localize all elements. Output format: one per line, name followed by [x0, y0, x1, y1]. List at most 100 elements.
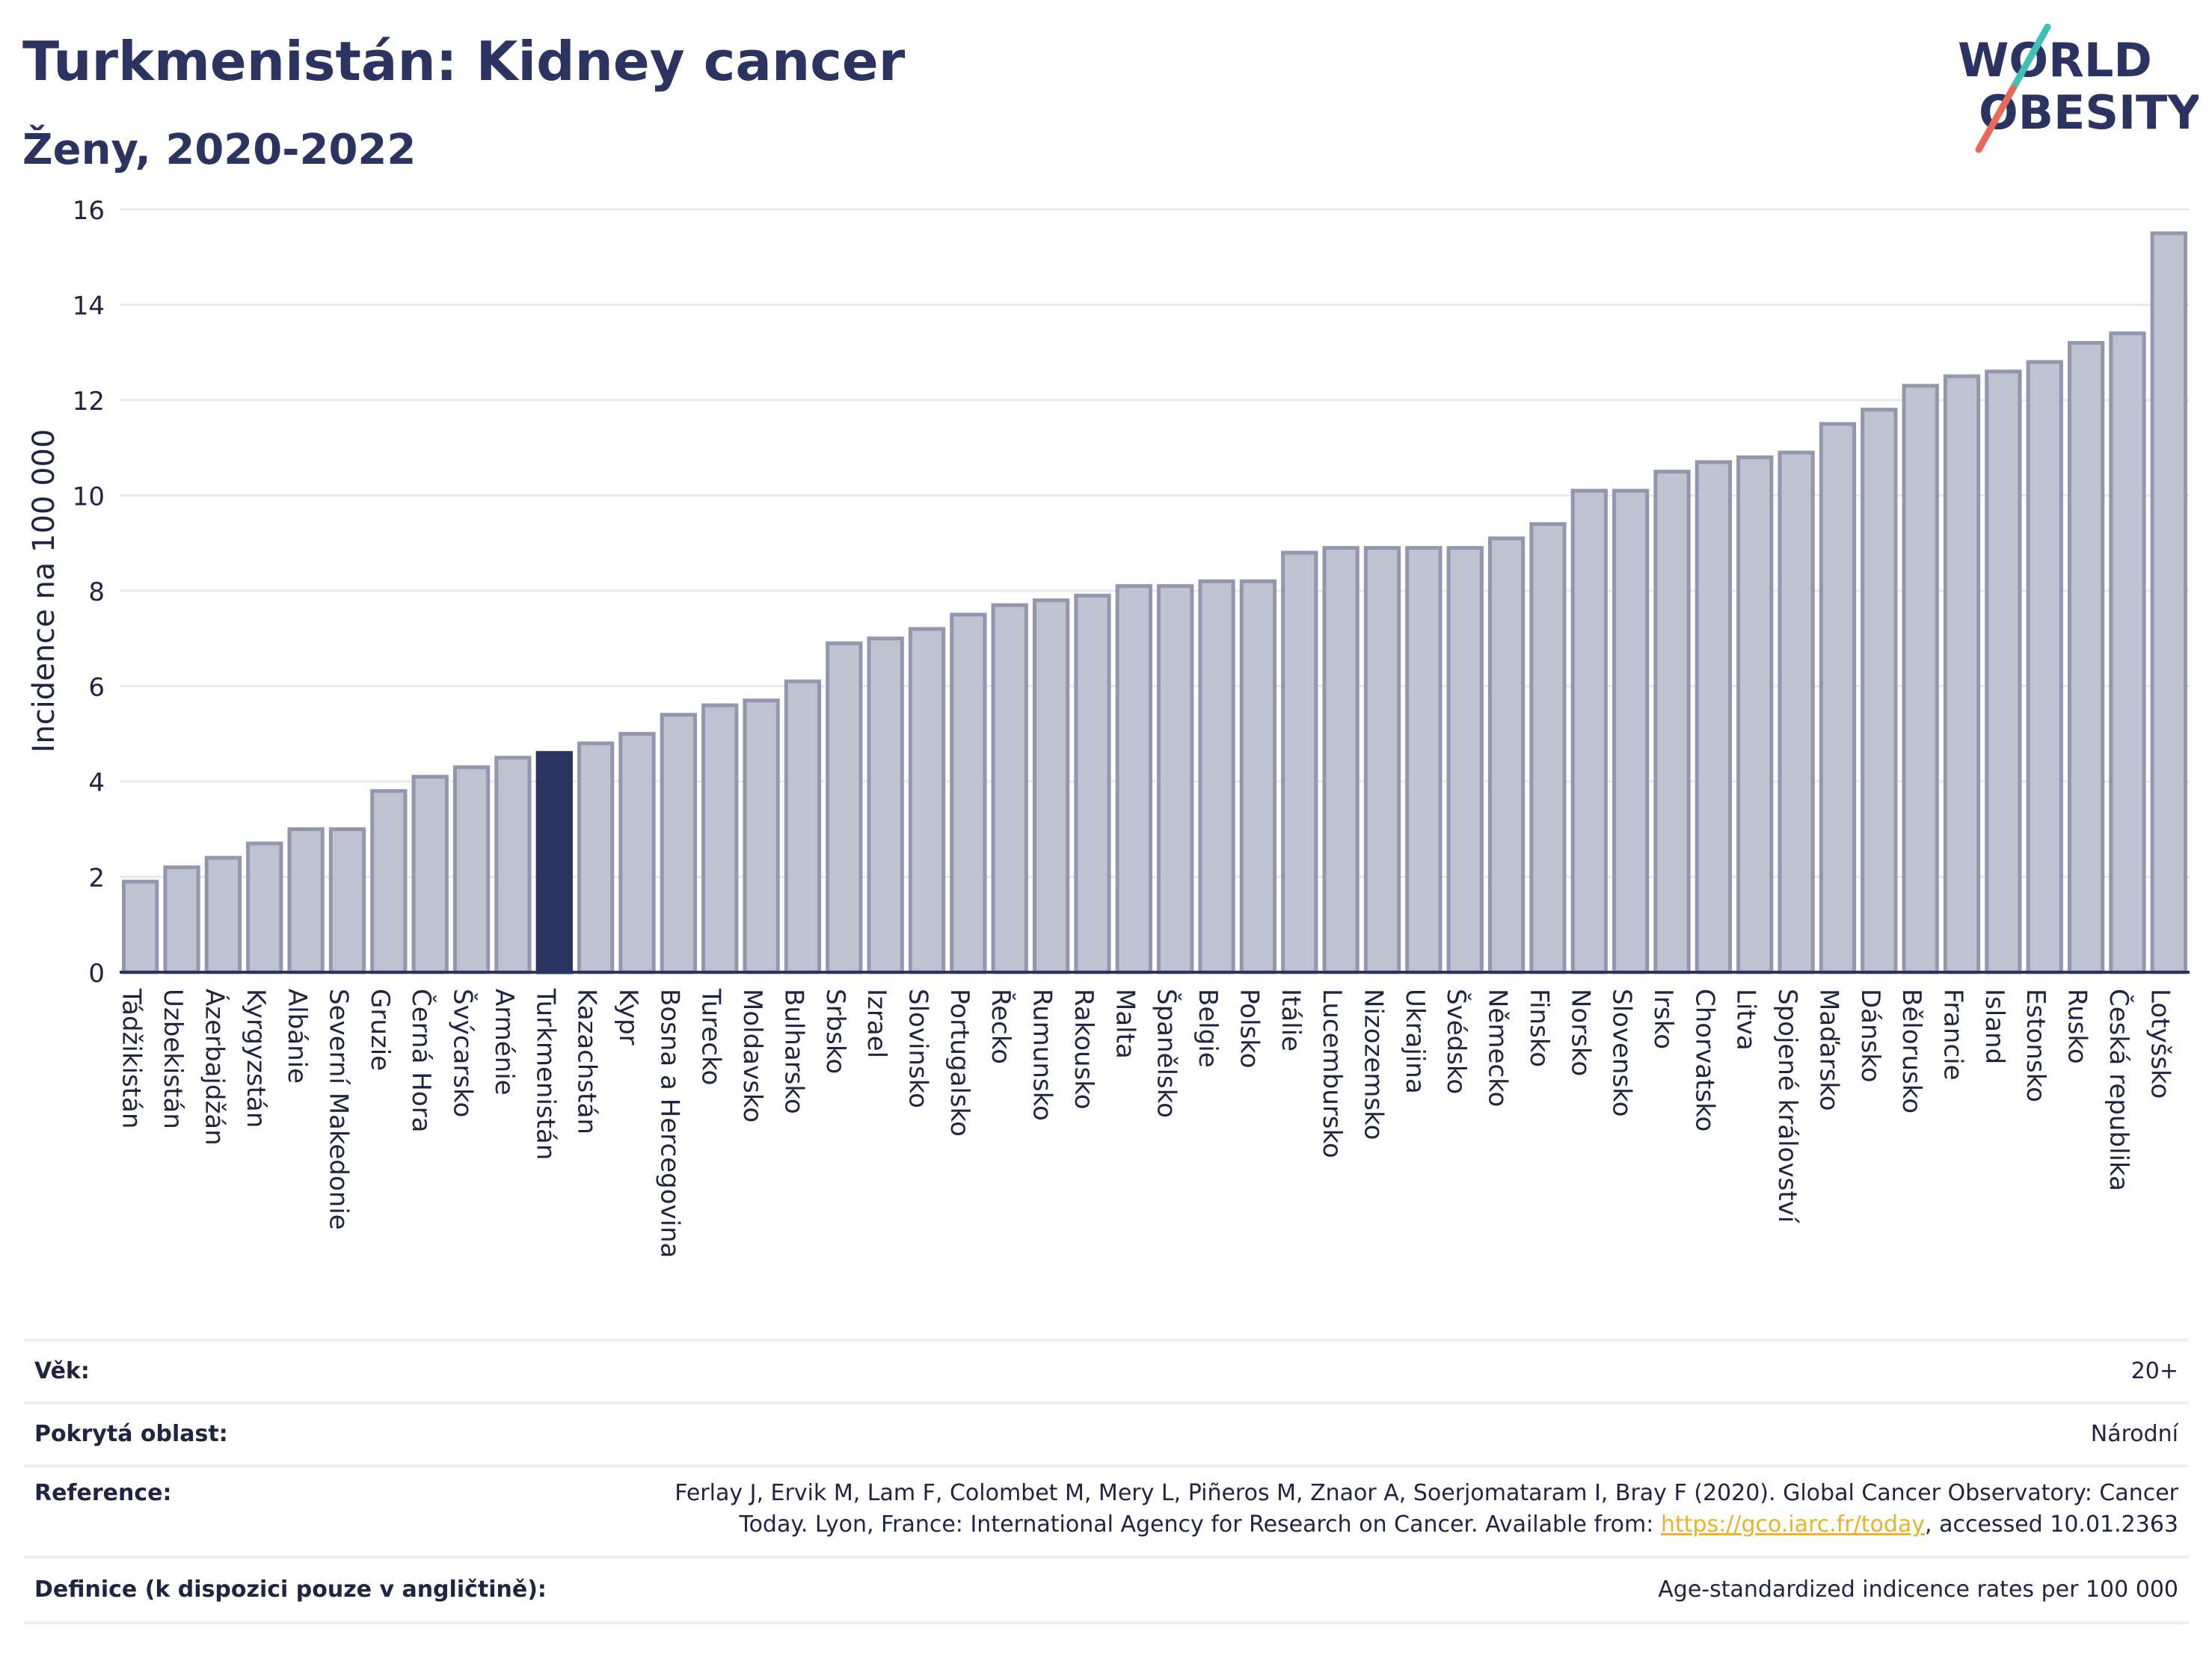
x-tick-label: Francie	[1938, 989, 1968, 1081]
x-tick-label: Irsko	[1648, 989, 1678, 1049]
x-tick-label: Portugalsko	[944, 989, 974, 1137]
bar-37	[1653, 470, 1691, 974]
bar-43	[1902, 384, 1939, 974]
x-tick-label: Kazachstán	[572, 989, 602, 1134]
x-tick-label: Kypr	[613, 989, 643, 1045]
x-tick-label: Chorvatsko	[1689, 989, 1719, 1132]
bar-25	[1157, 584, 1194, 974]
info-label: Reference:	[34, 1480, 172, 1506]
x-tick-label: Malta	[1110, 989, 1140, 1059]
world-obesity-logo: WORLD OBESITY	[1958, 23, 2199, 153]
y-tick-label: 12	[73, 387, 105, 417]
reference-line2-pre: Today. Lyon, France: International Agenc…	[739, 1511, 1661, 1538]
x-tick-label: Švédsko	[1441, 989, 1472, 1094]
x-tick-label: Norsko	[1565, 989, 1595, 1076]
bar-27	[1239, 579, 1277, 974]
page-title: Turkmenistán: Kidney cancer	[22, 30, 906, 93]
x-tick-label: Slovinsko	[903, 989, 933, 1108]
y-tick-label: 8	[88, 577, 105, 607]
x-tick-label: Rumunsko	[1027, 989, 1057, 1121]
reference-link[interactable]: https://gco.iarc.fr/today	[1660, 1511, 1926, 1538]
bar-13	[660, 713, 698, 974]
x-tick-label: Kyrgyzstán	[241, 989, 271, 1128]
bar-42	[1861, 408, 1898, 974]
bar-41	[1819, 422, 1857, 974]
bar-9	[494, 755, 532, 974]
x-tick-label: Bulharsko	[778, 989, 808, 1114]
info-row-definition: Definice (k dispozici pouze v angličtině…	[24, 1556, 2189, 1624]
bar-chart: 0 2 4 6 8 10 12 14 16 Tádžikistán Uzbekistán Ázerb…	[27, 196, 2190, 1258]
info-label: Věk:	[34, 1358, 90, 1384]
bar-44	[1943, 374, 1981, 974]
bar-36	[1612, 488, 1650, 974]
bar-19	[908, 627, 946, 974]
x-tick-label: Tádžikistán	[117, 988, 147, 1129]
bar-0	[122, 879, 159, 974]
bar-39	[1736, 455, 1774, 974]
y-tick-label: 16	[73, 196, 105, 226]
x-tick-label: Maďarsko	[1813, 989, 1843, 1111]
bar-21	[991, 603, 1028, 974]
info-label: Pokrytá oblast:	[34, 1421, 228, 1447]
x-tick-label: Gruzie	[365, 989, 395, 1071]
info-value: Národní	[2090, 1421, 2178, 1447]
x-tick-label: Finsko	[1524, 989, 1554, 1067]
logo-line1: WORLD	[1958, 33, 2152, 87]
bars	[122, 231, 2187, 974]
info-row-reference: Reference: Ferlay J, Ervik M, Lam F, Col…	[24, 1464, 2189, 1556]
bar-32	[1446, 546, 1484, 974]
x-tick-label: Slovensko	[1607, 989, 1637, 1117]
bar-14	[701, 703, 739, 974]
x-tick-label: Uzbekistán	[158, 989, 188, 1129]
x-tick-label: Island	[1979, 989, 2009, 1064]
bar-47	[2067, 341, 2105, 974]
bar-23	[1074, 593, 1111, 974]
x-tick-label: Belgie	[1193, 989, 1223, 1068]
x-tick-label: Albánie	[282, 989, 312, 1084]
bar-6	[370, 789, 408, 974]
bar-4	[287, 827, 325, 974]
bar-45	[1985, 369, 2022, 974]
bar-7	[411, 775, 449, 974]
info-label: Definice (k dispozici pouze v angličtině…	[34, 1576, 547, 1603]
x-tick-label: Řecko	[986, 989, 1016, 1064]
x-tick-label: Černá Hora	[406, 989, 437, 1132]
x-tick-label: Turecko	[696, 988, 726, 1085]
bar-17	[826, 641, 863, 974]
bar-11	[577, 741, 615, 974]
x-tick-label: Turkmenistán	[530, 988, 560, 1160]
bar-16	[784, 679, 822, 974]
y-tick-label: 2	[88, 864, 105, 894]
bar-3	[246, 841, 283, 974]
bar-24	[1115, 584, 1152, 974]
info-row-age: Věk: 20+	[24, 1339, 2189, 1401]
y-axis-label: Incidence na 100 000	[27, 429, 61, 753]
x-tick-label: Ukrajina	[1400, 989, 1430, 1094]
bar-15	[743, 698, 780, 974]
x-tick-label: Srbsko	[820, 989, 850, 1074]
bar-29	[1322, 546, 1360, 974]
x-tick-label: Nizozemsko	[1358, 989, 1388, 1140]
info-row-area: Pokrytá oblast: Národní	[24, 1401, 2189, 1464]
bar-26	[1198, 579, 1235, 974]
bar-10	[535, 751, 573, 974]
bar-48	[2109, 331, 2146, 974]
y-axis-ticks: 0 2 4 6 8 10 12 14 16	[73, 196, 105, 989]
bar-18	[867, 636, 904, 974]
x-tick-label: Německo	[1483, 989, 1513, 1107]
bar-30	[1363, 546, 1401, 974]
bar-38	[1695, 460, 1733, 974]
y-tick-label: 10	[73, 482, 105, 512]
logo-slash-teal	[2009, 23, 2051, 92]
y-tick-label: 6	[88, 673, 105, 703]
info-value: Age-standardized indicence rates per 100…	[1658, 1576, 2178, 1603]
x-tick-label: Estonsko	[2021, 989, 2050, 1102]
x-tick-label: Rakousko	[1069, 989, 1099, 1110]
y-tick-label: 4	[88, 768, 105, 798]
bar-8	[452, 765, 491, 974]
y-tick-label: 0	[88, 959, 105, 989]
logo-line2: OBESITY	[1979, 85, 2199, 140]
x-tick-label: Ázerbajdžán	[199, 989, 230, 1146]
bar-49	[2150, 231, 2187, 974]
bar-2	[204, 856, 242, 974]
